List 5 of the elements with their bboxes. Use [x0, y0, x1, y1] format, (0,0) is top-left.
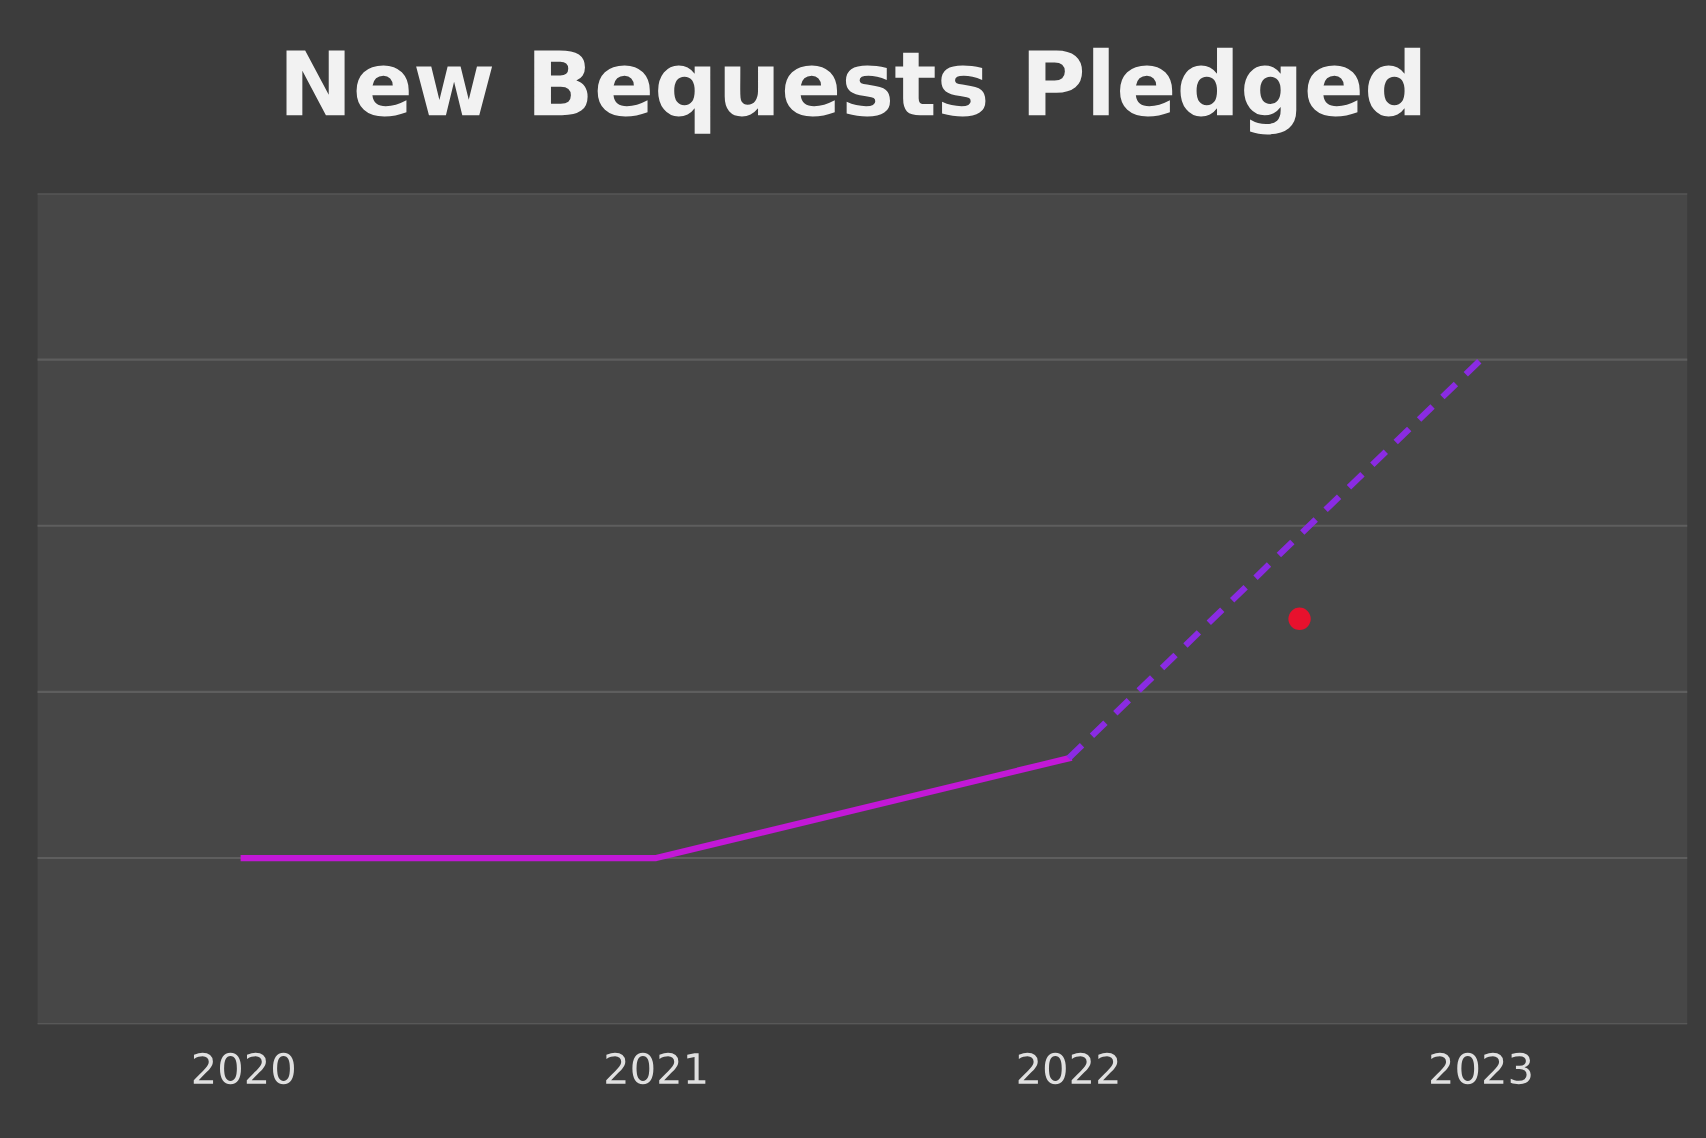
x-tick-label: 2022	[1018, 1052, 1118, 1085]
x-tick-label: 2021	[606, 1052, 706, 1085]
x-tick-label: 2023	[1431, 1052, 1531, 1085]
x-tick-label: 2020	[193, 1052, 294, 1085]
chart-title: New Bequests Pledged	[286, 47, 1421, 135]
